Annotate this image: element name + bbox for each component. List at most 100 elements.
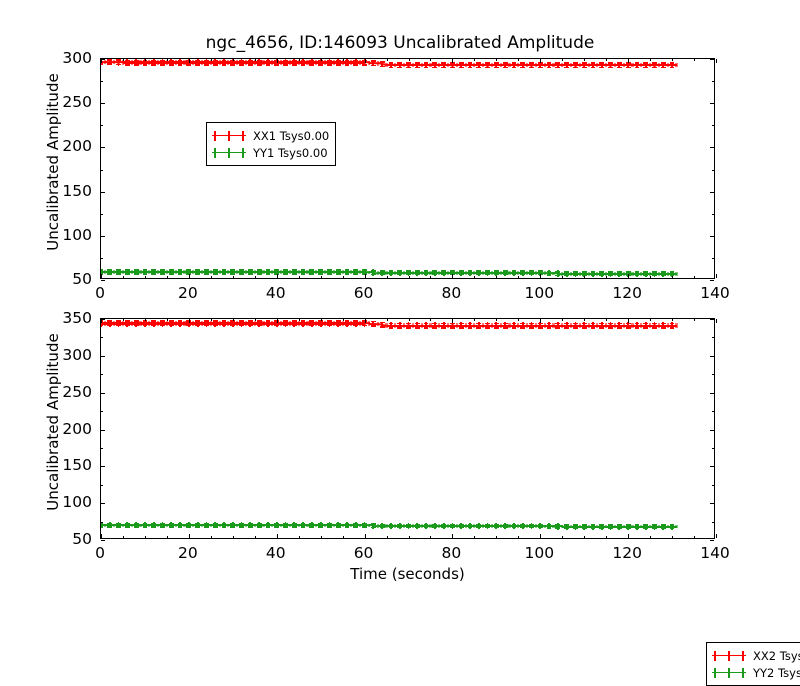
y-minor-tick <box>101 213 103 215</box>
y-tick-bottom <box>710 466 714 468</box>
legend-marker-xx1 <box>212 130 246 142</box>
y-minor-tick <box>712 374 714 376</box>
y-minor-tick <box>712 257 714 259</box>
plot-area-bottom <box>101 319 714 538</box>
x-tick-bottom <box>276 319 278 323</box>
y-minor-tick <box>712 484 714 486</box>
x-tick-top <box>364 274 366 278</box>
x-tick-label: 120 <box>612 544 642 562</box>
x-minor-tick <box>672 319 674 321</box>
x-minor-tick <box>122 59 124 61</box>
x-tick-bottom <box>628 319 630 323</box>
x-tick-bottom <box>716 534 717 538</box>
legend-item-xx1[interactable]: XX1 Tsys0.00 <box>212 127 329 144</box>
x-tick-top <box>188 274 190 278</box>
y-minor-tick <box>101 447 103 449</box>
y-minor-tick <box>712 125 714 127</box>
x-minor-tick <box>650 276 652 278</box>
x-tick-label: 0 <box>95 284 105 302</box>
y-tick-bottom <box>710 392 714 394</box>
data-series-xx1 <box>101 59 714 278</box>
x-minor-tick <box>672 536 674 538</box>
y-tick-label: 50 <box>72 530 92 548</box>
x-tick-bottom <box>101 319 102 323</box>
y-tick-top <box>710 280 714 281</box>
x-tick-label: 60 <box>353 284 374 302</box>
x-minor-tick <box>232 319 234 321</box>
y-tick-top <box>101 280 105 281</box>
x-minor-tick <box>254 536 256 538</box>
y-minor-tick <box>712 81 714 83</box>
legend-item-xx2[interactable]: XX2 Tsys0.00 <box>712 647 800 664</box>
x-tick-label: 100 <box>524 544 555 562</box>
y-minor-tick <box>101 257 103 259</box>
data-series-yy2 <box>101 319 714 538</box>
x-minor-tick <box>606 319 608 321</box>
y-minor-tick <box>101 81 103 83</box>
y-minor-tick <box>101 374 103 376</box>
legend-item-yy2[interactable]: YY2 Tsys0.00 <box>712 664 800 681</box>
x-minor-tick <box>320 319 322 321</box>
x-minor-tick <box>166 319 168 321</box>
legend-top[interactable]: XX1 Tsys0.00 YY1 Tsys0.00 <box>206 122 337 166</box>
y-tick-label: 300 <box>62 49 92 67</box>
y-tick-bottom <box>101 503 105 505</box>
x-minor-tick <box>342 59 344 61</box>
x-minor-tick <box>650 59 652 61</box>
figure-canvas: ngc_4656, ID:146093 Uncalibrated Amplitu… <box>44 33 800 686</box>
x-minor-tick <box>144 276 146 278</box>
x-minor-tick <box>672 59 674 61</box>
x-tick-label: 140 <box>700 284 730 302</box>
y-minor-tick <box>712 337 714 339</box>
x-minor-tick <box>210 276 212 278</box>
y-tick-top <box>710 59 714 60</box>
y-tick-top <box>710 147 714 149</box>
x-minor-tick <box>408 59 410 61</box>
x-minor-tick <box>430 276 432 278</box>
x-minor-tick <box>166 59 168 61</box>
x-minor-tick <box>342 319 344 321</box>
x-minor-tick <box>694 319 696 321</box>
legend-bottom[interactable]: XX2 Tsys0.00 YY2 Tsys0.00 <box>706 642 800 686</box>
x-minor-tick <box>584 536 586 538</box>
x-minor-tick <box>518 59 520 61</box>
y-minor-tick <box>101 411 103 413</box>
x-tick-label: 20 <box>177 544 198 562</box>
x-minor-tick <box>584 276 586 278</box>
x-tick-label: 20 <box>177 284 198 302</box>
y-tick-label: 300 <box>62 345 92 364</box>
y-tick-bottom <box>710 503 714 505</box>
y-tick-bottom <box>101 540 105 541</box>
x-minor-tick <box>298 536 300 538</box>
x-tick-label: 100 <box>524 284 555 302</box>
x-minor-tick <box>408 536 410 538</box>
x-tick-top <box>276 274 278 278</box>
x-minor-tick <box>232 276 234 278</box>
y-tick-label: 350 <box>62 309 92 327</box>
x-minor-tick <box>562 319 564 321</box>
x-minor-tick <box>496 59 498 61</box>
x-tick-bottom <box>716 319 717 323</box>
x-minor-tick <box>386 276 388 278</box>
y-tick-top <box>101 59 105 60</box>
x-minor-tick <box>474 319 476 321</box>
y-tick-bottom <box>710 540 714 541</box>
x-tick-bottom <box>628 534 630 538</box>
x-tick-top <box>452 274 454 278</box>
y-minor-tick <box>101 337 103 339</box>
chart-panel-top: XX1 Tsys0.00 YY1 Tsys0.00 <box>100 58 717 281</box>
x-minor-tick <box>298 59 300 61</box>
x-tick-top <box>540 274 542 278</box>
x-minor-tick <box>430 536 432 538</box>
x-minor-tick <box>320 59 322 61</box>
x-tick-top <box>364 59 366 63</box>
x-tick-bottom <box>452 319 454 323</box>
y-tick-bottom <box>710 319 714 320</box>
x-minor-tick <box>606 59 608 61</box>
legend-marker-yy1 <box>212 147 246 159</box>
x-minor-tick <box>386 319 388 321</box>
x-minor-tick <box>430 319 432 321</box>
legend-item-yy1[interactable]: YY1 Tsys0.00 <box>212 144 329 161</box>
x-minor-tick <box>386 536 388 538</box>
x-minor-tick <box>694 536 696 538</box>
